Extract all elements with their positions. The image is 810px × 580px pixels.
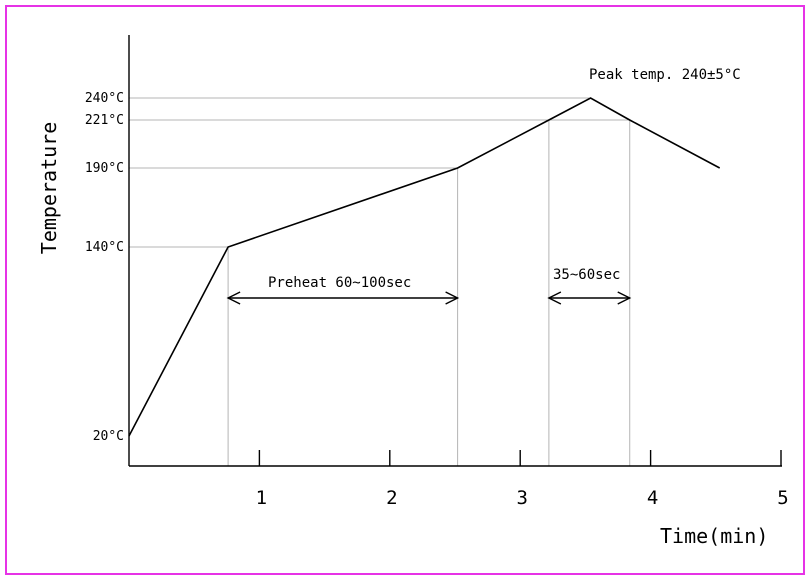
reflow-duration-annotation: 35~60sec — [553, 267, 620, 283]
preheat-arrow-head-left — [226, 291, 241, 305]
y-tick-label: 20°C — [93, 429, 124, 444]
axes — [128, 35, 782, 467]
figure-frame — [5, 5, 805, 575]
reflow-arrow-head-right — [617, 291, 632, 305]
y-axis-ticks: 20°C 140°C 190°C 221°C 240°C — [85, 91, 124, 444]
y-tick-label: 240°C — [85, 91, 124, 106]
temperature-curve — [128, 97, 721, 437]
guide-lines — [129, 97, 631, 466]
reflow-arrow-head-left — [547, 291, 562, 305]
x-tick-label: 3 — [516, 487, 527, 509]
x-axis-ticks: 1 2 3 4 5 — [256, 450, 789, 509]
temperature-line — [128, 97, 721, 437]
x-tick-label: 1 — [256, 487, 267, 509]
preheat-annotation: Preheat 60~100sec — [268, 275, 411, 291]
x-tick-label: 5 — [777, 487, 788, 509]
preheat-arrow — [226, 291, 460, 305]
y-tick-label: 221°C — [85, 113, 124, 128]
reflow-arrow — [547, 291, 632, 305]
x-tick-label: 2 — [386, 487, 397, 509]
peak-temp-annotation: Peak temp. 240±5°C — [589, 67, 741, 83]
x-tick-label: 4 — [647, 487, 658, 509]
x-axis-label: Time(min) — [660, 524, 768, 548]
y-tick-label: 140°C — [85, 240, 124, 255]
y-axis-label: Temperature — [37, 122, 61, 254]
duration-arrows — [226, 291, 632, 305]
y-tick-label: 190°C — [85, 161, 124, 176]
preheat-arrow-head-right — [445, 291, 460, 305]
